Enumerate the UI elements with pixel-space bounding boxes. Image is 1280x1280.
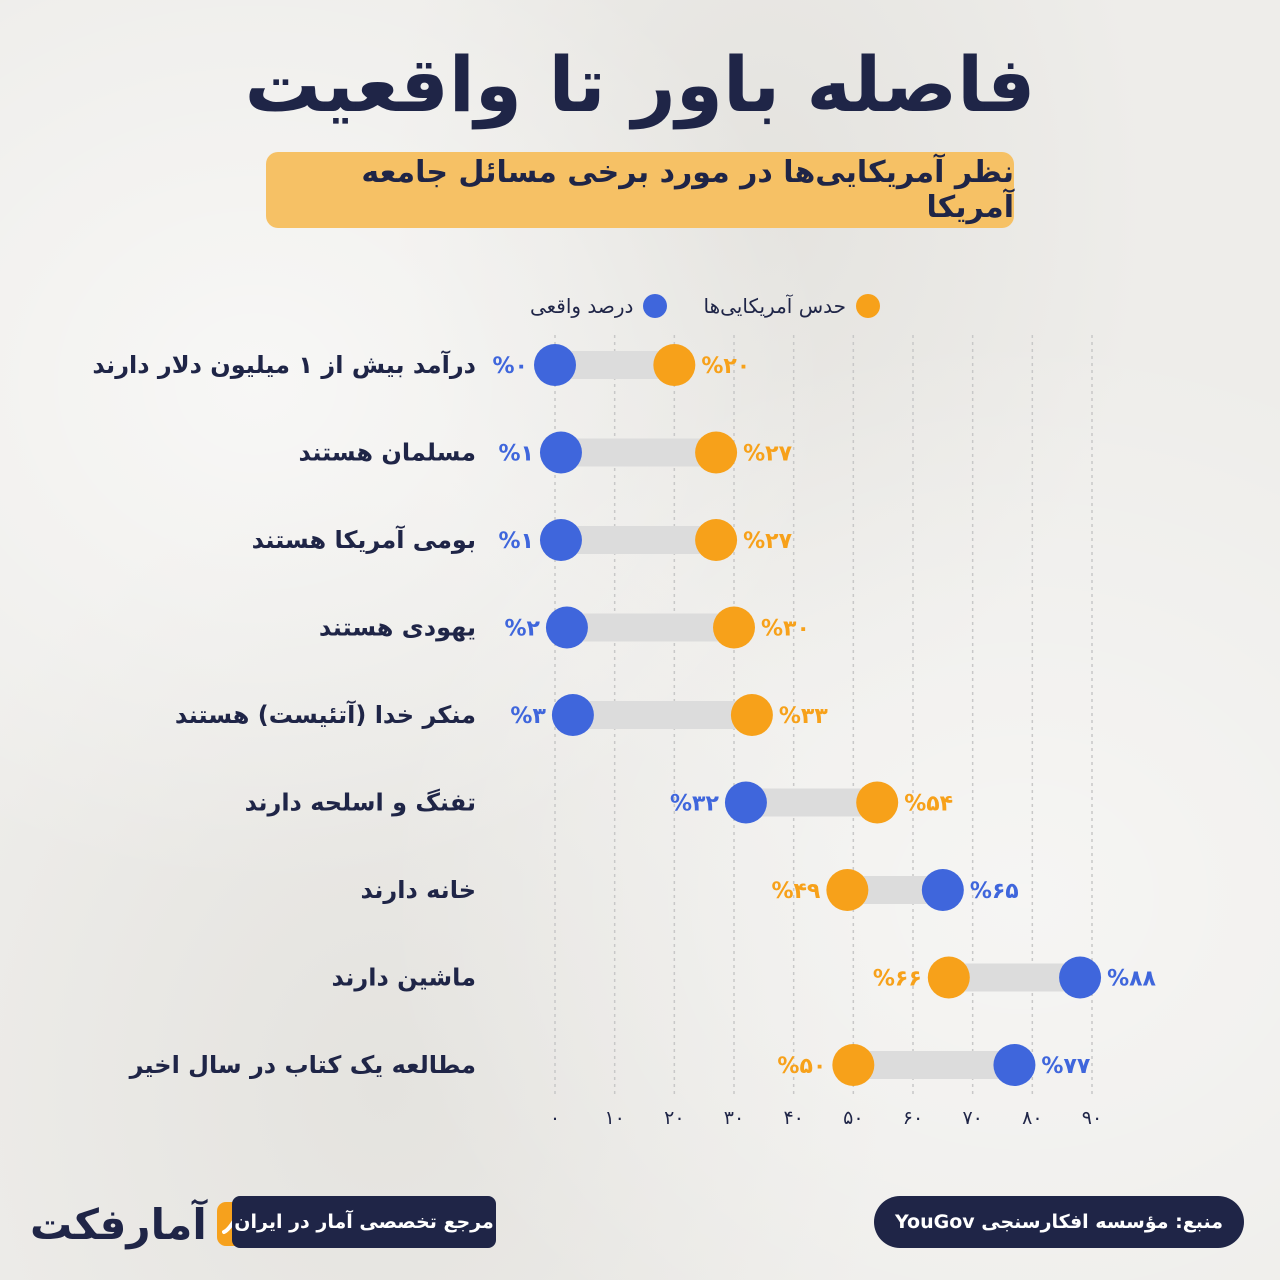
legend-item-actual: درصد واقعی xyxy=(530,294,668,318)
actual-dot xyxy=(724,781,767,824)
page-title: فاصله باور تا واقعیت xyxy=(244,40,1036,129)
guess-value-label: %۴۹ xyxy=(771,879,820,904)
actual-value-label: %۲ xyxy=(504,617,540,642)
connector-bar xyxy=(560,438,717,467)
actual-dot xyxy=(551,694,594,736)
guess-dot xyxy=(826,869,869,911)
category-label: تفنگ و اسلحه دارند xyxy=(245,789,476,817)
guess-dot xyxy=(730,694,773,736)
actual-dot xyxy=(534,344,576,386)
guess-value-label: %۲۷ xyxy=(743,442,792,467)
category-label: منکر خدا (آتئیست) هستند xyxy=(175,700,476,729)
guess-value-label: %۶۶ xyxy=(873,967,922,992)
connector-bar xyxy=(560,526,717,554)
guess-dot xyxy=(713,606,755,649)
guess-dot xyxy=(832,1044,875,1086)
x-tick-label: ۳۰ xyxy=(724,1107,744,1129)
legend-actual-label: درصد واقعی xyxy=(529,294,634,318)
x-tick-label: ۹۰ xyxy=(1082,1107,1102,1129)
category-label: مطالعه یک کتاب در سال اخیر xyxy=(129,1051,476,1079)
guess-dot xyxy=(927,956,970,999)
guess-dot xyxy=(695,431,738,474)
actual-value-label: %۳۲ xyxy=(670,792,719,817)
connector-bar xyxy=(745,788,878,817)
x-tick-label: ۱۰ xyxy=(604,1107,624,1129)
brand-logo: آمارفکت xyxy=(30,1196,245,1252)
guess-value-label: %۲۰ xyxy=(701,354,750,379)
page-subtitle: نظر آمریکایی‌ها در مورد برخی مسائل جامعه… xyxy=(266,152,1014,228)
actual-dot xyxy=(545,606,588,649)
category-label: مسلمان هستند xyxy=(298,439,476,467)
actual-dot xyxy=(993,1044,1036,1086)
x-tick-label: ۲۰ xyxy=(664,1107,684,1129)
actual-value-label: %۶۵ xyxy=(970,879,1019,904)
actual-value-label: %۷۷ xyxy=(1041,1054,1090,1079)
connector-bar xyxy=(566,613,734,642)
guess-dot xyxy=(856,781,899,824)
connector-bar xyxy=(853,1051,1015,1079)
actual-dot xyxy=(1059,956,1102,999)
actual-dot xyxy=(921,869,964,911)
x-tick-label: ۶۰ xyxy=(903,1107,923,1129)
legend-item-guess: حدس آمریکایی‌ها xyxy=(703,294,880,318)
category-label: ماشین دارند xyxy=(332,964,476,992)
guess-value-label: %۳۳ xyxy=(779,704,828,729)
x-tick-label: ۸۰ xyxy=(1022,1107,1042,1129)
reference-badge: مرجع تخصصی آمار در ایران xyxy=(232,1196,496,1248)
actual-dot xyxy=(539,431,582,474)
actual-value-label: %۰ xyxy=(493,354,528,379)
connector-bar xyxy=(572,701,752,729)
x-tick-label: ۴۰ xyxy=(783,1107,803,1129)
actual-value-label: %۳ xyxy=(510,704,546,729)
legend-actual-dot xyxy=(643,294,668,318)
category-label: بومی آمریکا هستند xyxy=(252,525,476,554)
connector-bar xyxy=(948,963,1081,992)
actual-value-label: %۸۸ xyxy=(1107,967,1156,992)
actual-dot xyxy=(539,519,582,561)
x-tick-label: ۰ xyxy=(550,1107,560,1129)
guess-value-label: %۲۷ xyxy=(743,529,792,554)
guess-dot xyxy=(695,519,738,561)
legend-guess-label: حدس آمریکایی‌ها xyxy=(703,294,846,318)
source-badge: منبع: مؤسسه افکارسنجی YouGov xyxy=(874,1196,1244,1248)
legend-guess-dot xyxy=(856,294,880,318)
actual-value-label: %۱ xyxy=(498,529,533,554)
logo-text: آمارفکت xyxy=(30,1199,207,1249)
category-label: خانه دارند xyxy=(361,876,476,904)
category-label: یهودی هستند xyxy=(319,614,476,642)
legend: حدس آمریکایی‌ها درصد واقعی xyxy=(460,286,880,326)
guess-dot xyxy=(653,344,696,386)
actual-value-label: %۱ xyxy=(498,442,533,467)
category-label: درآمد بیش از ۱ میلیون دلار دارند xyxy=(92,350,476,379)
guess-value-label: %۵۴ xyxy=(904,792,953,817)
guess-value-label: %۵۰ xyxy=(777,1054,826,1079)
guess-value-label: %۳۰ xyxy=(761,617,810,642)
x-tick-label: ۵۰ xyxy=(843,1107,863,1129)
x-tick-label: ۷۰ xyxy=(962,1107,982,1129)
